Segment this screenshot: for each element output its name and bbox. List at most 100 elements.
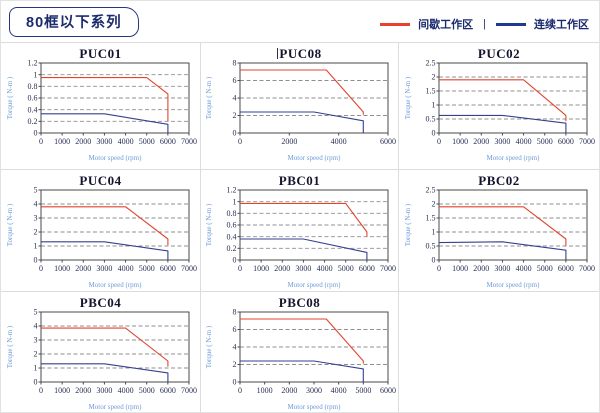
svg-text:Motor speed (rpm): Motor speed (rpm) (88, 281, 142, 289)
svg-text:1.2: 1.2 (27, 60, 37, 68)
svg-text:Torque ( N-m ): Torque ( N-m ) (205, 203, 213, 246)
svg-text:1000: 1000 (54, 264, 70, 273)
svg-text:8: 8 (232, 60, 236, 68)
torque-speed-chart: 0 0.5 1 1.5 2 2.5 0 1000 2000 3000 4000 5000 6000 700… (404, 187, 595, 289)
svg-text:0: 0 (432, 256, 436, 265)
svg-text:1: 1 (33, 242, 37, 251)
svg-text:3: 3 (33, 336, 37, 345)
svg-text:4000: 4000 (316, 264, 332, 273)
svg-text:0: 0 (437, 137, 441, 146)
legend: 间歇工作区 | 连续工作区 (380, 16, 589, 32)
chart-title: PBC02 (478, 173, 520, 188)
svg-text:2: 2 (33, 350, 37, 359)
svg-text:2: 2 (232, 360, 236, 369)
svg-text:Torque ( N-m ): Torque ( N-m ) (6, 203, 14, 246)
chart-cell-puc01: PUC01 0 0.2 0.4 0.6 0.8 1 1.2 0 1000 2000 3000 4000… (1, 43, 201, 170)
svg-text:0: 0 (232, 129, 236, 138)
svg-text:4000: 4000 (330, 137, 346, 146)
torque-speed-chart: 0 0.2 0.4 0.6 0.8 1 1.2 0 1000 2000 3000 4000 5000 60… (205, 187, 396, 289)
svg-text:4: 4 (33, 322, 37, 331)
svg-text:4000: 4000 (330, 386, 346, 395)
svg-text:5000: 5000 (337, 264, 353, 273)
svg-text:5000: 5000 (537, 137, 553, 146)
chart-title: PBC08 (278, 295, 321, 310)
svg-text:1000: 1000 (54, 137, 70, 146)
svg-text:1: 1 (432, 228, 436, 237)
svg-text:6000: 6000 (558, 264, 574, 273)
svg-text:2000: 2000 (473, 264, 489, 273)
svg-text:6000: 6000 (159, 386, 175, 395)
svg-text:0: 0 (238, 137, 242, 146)
chart-cell-puc04: PUC04 0 1 2 3 4 5 0 1000 2000 3000 4000 5000 6000 700… (1, 170, 201, 292)
svg-text:0: 0 (33, 129, 37, 138)
svg-text:2000: 2000 (75, 386, 91, 395)
chart-cell-pbc02: PBC02 0 0.5 1 1.5 2 2.5 0 1000 2000 3000 4000 5000 6… (399, 170, 599, 292)
empty-cell (399, 292, 599, 412)
svg-text:2: 2 (432, 200, 436, 209)
svg-text:0.5: 0.5 (426, 242, 436, 251)
svg-text:6000: 6000 (159, 137, 175, 146)
svg-text:0: 0 (33, 256, 37, 265)
svg-text:0: 0 (33, 378, 37, 387)
svg-text:1000: 1000 (452, 264, 468, 273)
text-cursor-icon (277, 48, 279, 59)
chart-cell-pbc08: PBC08 0 2 4 6 8 0 1000 2000 3000 4000 5000 6000 Moto… (201, 292, 399, 412)
chart-cell-pbc01: PBC01 0 0.2 0.4 0.6 0.8 1 1.2 0 1000 2000 3000 4000… (201, 170, 399, 292)
svg-text:3000: 3000 (494, 264, 510, 273)
svg-text:5000: 5000 (138, 137, 154, 146)
svg-text:0: 0 (39, 386, 43, 395)
svg-text:2000: 2000 (281, 137, 297, 146)
svg-text:2000: 2000 (274, 264, 290, 273)
svg-text:Torque ( N-m ): Torque ( N-m ) (404, 76, 412, 119)
torque-speed-chart: 0 0.5 1 1.5 2 2.5 0 1000 2000 3000 4000 5000 6000 700… (404, 60, 595, 162)
svg-text:0: 0 (437, 264, 441, 273)
chart-title: PUC04 (79, 173, 122, 188)
svg-text:1.5: 1.5 (426, 87, 436, 96)
svg-text:4: 4 (33, 200, 37, 209)
svg-text:4000: 4000 (516, 264, 532, 273)
svg-text:1.5: 1.5 (426, 214, 436, 223)
svg-text:6000: 6000 (159, 264, 175, 273)
chart-title: PUC01 (79, 46, 122, 61)
svg-text:0: 0 (232, 256, 236, 265)
svg-text:Motor speed (rpm): Motor speed (rpm) (287, 281, 341, 289)
svg-text:2000: 2000 (75, 264, 91, 273)
svg-text:6000: 6000 (558, 137, 574, 146)
svg-text:5: 5 (33, 309, 37, 317)
svg-text:Motor speed (rpm): Motor speed (rpm) (88, 154, 142, 162)
svg-text:3000: 3000 (96, 137, 112, 146)
svg-text:0.2: 0.2 (226, 244, 236, 253)
svg-text:7000: 7000 (380, 264, 396, 273)
intermittent-zone-label: 间歇工作区 (418, 19, 474, 31)
svg-text:2: 2 (432, 73, 436, 82)
svg-text:6: 6 (232, 76, 236, 85)
series-title-badge: 80框以下系列 (9, 7, 139, 37)
svg-text:Motor speed (rpm): Motor speed (rpm) (287, 154, 341, 162)
chart-title: PBC01 (278, 173, 321, 188)
svg-text:2: 2 (232, 111, 236, 120)
svg-text:5: 5 (33, 187, 37, 195)
svg-text:4: 4 (232, 343, 236, 352)
svg-text:3000: 3000 (96, 386, 112, 395)
continuous-zone-label: 连续工作区 (534, 19, 589, 31)
svg-text:3000: 3000 (295, 264, 311, 273)
svg-text:7000: 7000 (579, 137, 595, 146)
svg-text:3000: 3000 (306, 386, 322, 395)
svg-text:2: 2 (33, 228, 37, 237)
svg-text:4000: 4000 (117, 137, 133, 146)
chart-cell-pbc04: PBC04 0 1 2 3 4 5 0 1000 2000 3000 4000 5000 6000 700… (1, 292, 201, 412)
svg-text:Torque ( N-m ): Torque ( N-m ) (205, 325, 213, 368)
svg-text:4: 4 (232, 94, 236, 103)
svg-text:1000: 1000 (54, 386, 70, 395)
svg-text:2000: 2000 (75, 137, 91, 146)
svg-text:1000: 1000 (256, 386, 272, 395)
svg-text:Motor speed (rpm): Motor speed (rpm) (88, 403, 142, 411)
svg-text:6: 6 (232, 325, 236, 334)
svg-text:0.5: 0.5 (426, 115, 436, 124)
svg-text:0: 0 (39, 264, 43, 273)
svg-text:Torque ( N-m ): Torque ( N-m ) (6, 325, 14, 368)
chart-title: PUC08 (277, 46, 322, 61)
svg-text:0.2: 0.2 (27, 117, 37, 126)
svg-text:8: 8 (232, 309, 236, 317)
svg-text:0: 0 (238, 386, 242, 395)
